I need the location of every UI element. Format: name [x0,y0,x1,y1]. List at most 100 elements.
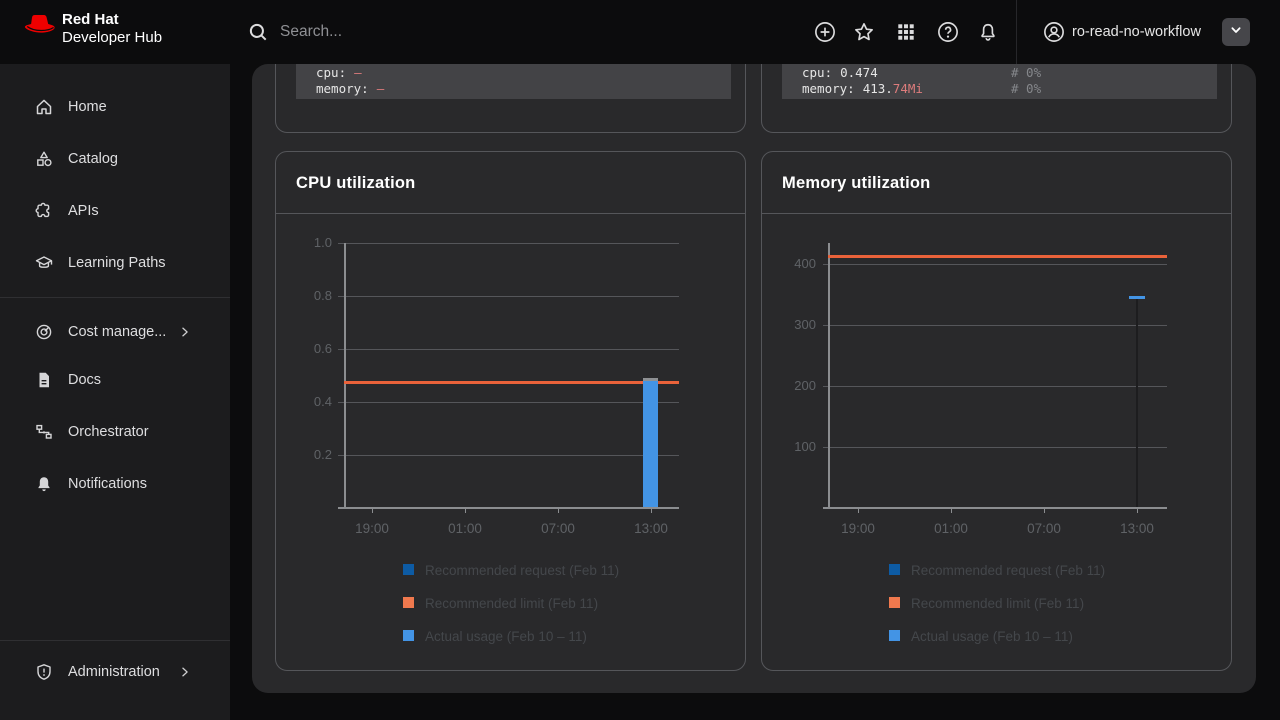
sidebar-item-apis[interactable]: APIs [0,189,230,233]
code-line-memory: memory: 413.74Mi # 0% [802,81,1041,97]
sidebar-divider [0,640,230,641]
actual-usage-bar[interactable] [643,378,658,507]
create-plus-icon[interactable] [814,21,836,43]
memory-chart-title: Memory utilization [782,173,931,192]
brand-line2: Developer Hub [62,29,163,46]
current-config-card: cpu: – memory: – [275,64,746,133]
search-input[interactable] [278,0,658,64]
x-tick-mark [1043,507,1045,513]
y-tick-label: 300 [794,317,816,332]
user-menu-button[interactable] [1222,18,1250,46]
legend-item: Recommended limit (Feb 11) [762,593,1233,615]
code-value: – [376,81,385,96]
x-tick-mark [557,507,559,513]
legend-label: Actual usage (Feb 10 – 11) [911,629,1073,644]
x-tick-label: 01:00 [934,521,968,536]
x-tick-mark [1136,507,1138,513]
code-key: memory: [316,81,369,96]
card-header: Memory utilization [762,152,1231,214]
actual-usage-bar[interactable] [1136,299,1138,507]
y-axis-line [828,243,830,508]
user-avatar-icon [1043,21,1065,43]
gridline-y [823,264,1167,265]
cpu-chart-title: CPU utilization [296,173,416,192]
brand-line1: Red Hat [62,11,119,28]
redhat-logo-icon [23,8,61,45]
sidebar-item-notifications[interactable]: Notifications [0,462,230,506]
legend-item: Recommended request (Feb 11) [276,560,747,582]
recommended-limit-line [828,255,1167,258]
card-header: CPU utilization [276,152,745,214]
sidebar-item-learning-paths[interactable]: Learning Paths [0,241,230,285]
brand-wordmark: Red Hat Developer Hub [62,11,162,47]
current-config-code: cpu: – memory: – [296,64,731,99]
recommended-limit-line [344,381,679,384]
document-icon [34,370,54,390]
search-icon [247,21,269,43]
legend-label: Recommended limit (Feb 11) [425,596,599,611]
sidebar-item-catalog[interactable]: Catalog [0,137,230,181]
legend-item: Recommended limit (Feb 11) [276,593,747,615]
x-tick-label: 19:00 [355,521,389,536]
sidebar-item-orchestrator[interactable]: Orchestrator [0,410,230,454]
x-tick-label: 13:00 [1120,521,1154,536]
x-tick-mark [371,507,373,513]
x-axis-line [338,507,679,509]
puzzle-extension-icon [34,201,54,221]
x-tick-mark [950,507,952,513]
gridline-y [823,386,1167,387]
graduation-cap-icon [34,253,54,273]
username-label[interactable]: ro-read-no-workflow [1072,24,1201,40]
gridline-y [823,325,1167,326]
recommended-config-card: cpu: 0.474 # 0% memory: 413.74Mi # 0% [761,64,1232,133]
sidebar-item-label: Learning Paths [68,255,166,271]
code-line-memory: memory: – [316,81,384,97]
sidebar-divider [0,297,230,298]
y-tick-label: 0.8 [313,288,332,303]
shield-admin-icon [34,662,54,682]
chevron-down-icon [1227,21,1245,44]
code-key: cpu: [802,65,833,80]
legend-item: Actual usage (Feb 10 – 11) [762,626,1233,648]
chevron-right-icon [178,665,192,679]
notifications-bell-icon[interactable] [977,21,999,43]
legend-swatch-recommended-limit [889,597,900,608]
gridline-y [338,296,679,297]
gridline-y [338,349,679,350]
memory-utilization-card: Memory utilization 400 300 200 100 19:00… [761,151,1232,671]
sidebar-item-home[interactable]: Home [0,85,230,129]
sidebar-item-cost-management[interactable]: Cost manage... [0,310,230,354]
sidebar-item-label: Cost manage... [68,324,167,340]
gridline-y [338,243,679,244]
legend-item: Recommended request (Feb 11) [762,560,1233,582]
sidebar-nav: Home Catalog APIs Learning Paths Cost ma… [0,64,230,720]
sidebar-item-label: Catalog [68,151,118,167]
sidebar-item-administration[interactable]: Administration [0,650,230,694]
starred-icon[interactable] [853,21,875,43]
cpu-utilization-card: CPU utilization 1.0 0.8 0.6 0.4 0.2 19:0… [275,151,746,671]
sidebar-item-label: Orchestrator [68,424,149,440]
x-tick-label: 19:00 [841,521,875,536]
y-tick-label: 0.6 [313,341,332,356]
sidebar-item-label: Notifications [68,476,147,492]
legend-item: Actual usage (Feb 10 – 11) [276,626,747,648]
help-icon[interactable] [937,21,959,43]
code-value: – [354,65,362,80]
code-comment: # 0% [1011,81,1042,96]
x-tick-mark [650,507,652,513]
topbar: Red Hat Developer Hub ro-read-no-workflo… [0,0,1280,64]
apps-grid-icon[interactable] [895,21,917,43]
y-tick-label: 400 [794,256,816,271]
x-tick-label: 13:00 [634,521,668,536]
y-tick-label: 1.0 [313,235,332,250]
code-line-cpu: cpu: – [316,65,362,81]
gridline-y [338,402,679,403]
actual-usage-point[interactable] [1129,296,1145,299]
sidebar-item-docs[interactable]: Docs [0,358,230,402]
sidebar-item-label: Home [68,99,107,115]
code-line-cpu: cpu: 0.474 # 0% [802,65,1041,81]
code-value: 413. [862,81,893,96]
y-tick-label: 200 [794,378,816,393]
x-axis-line [823,507,1167,509]
workflow-icon [34,422,54,442]
